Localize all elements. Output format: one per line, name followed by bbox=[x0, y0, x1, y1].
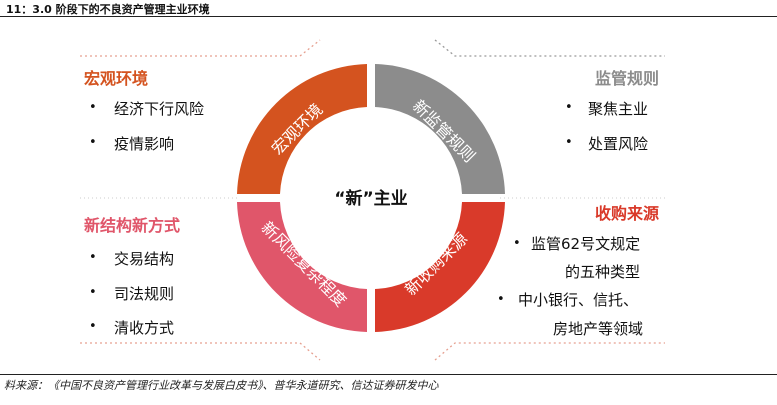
bullet-marker: • bbox=[89, 319, 97, 334]
panel-item: 中小银行、信托、 bbox=[518, 291, 639, 309]
connector-top-right bbox=[434, 39, 665, 57]
connector-bottom-left bbox=[80, 342, 321, 361]
panel-item: 聚焦主业 bbox=[588, 100, 649, 118]
panel-item: 监管62号文规定 bbox=[531, 235, 641, 253]
bullet-marker: • bbox=[89, 250, 97, 265]
segment-acquisition bbox=[375, 202, 505, 332]
panel-title-acquisition: 收购来源 bbox=[594, 204, 659, 223]
figure-title: 11：3.0 阶段下的不良资产管理主业环境 bbox=[6, 3, 210, 16]
bullet-marker: • bbox=[89, 100, 97, 115]
bullet-marker: • bbox=[565, 100, 573, 115]
segment-risk bbox=[237, 202, 367, 332]
panel-title-regulation: 监管规则 bbox=[594, 69, 659, 88]
panel-item: 的五种类型 bbox=[565, 263, 641, 281]
center-label: “新”主业 bbox=[334, 188, 407, 209]
panel-item: 经济下行风险 bbox=[114, 100, 205, 118]
segment-macro bbox=[237, 64, 367, 194]
panel-item: 交易结构 bbox=[114, 250, 175, 268]
panel-title-macro: 宏观环境 bbox=[84, 69, 149, 88]
bullet-marker: • bbox=[565, 135, 573, 150]
panel-title-new-structure: 新结构新方式 bbox=[84, 216, 181, 235]
panel-item: 处置风险 bbox=[588, 135, 649, 153]
bullet-marker: • bbox=[89, 135, 97, 150]
top-rule bbox=[0, 16, 777, 17]
panel-item: 疫情影响 bbox=[114, 135, 175, 153]
connector-bottom-right bbox=[434, 342, 665, 361]
segment-regulation bbox=[375, 64, 505, 194]
bullet-marker: • bbox=[89, 285, 97, 300]
connector-top-left bbox=[80, 39, 321, 57]
panel-item: 房地产等领域 bbox=[553, 320, 644, 338]
bottom-rule bbox=[0, 374, 777, 375]
panel-item: 清收方式 bbox=[114, 319, 175, 337]
source-note: 料来源：《中国不良资产管理行业改革与发展白皮书》、普华永道研究、信达证券研发中心 bbox=[4, 379, 439, 392]
panel-item: 司法规则 bbox=[114, 285, 175, 303]
bullet-marker: • bbox=[497, 292, 505, 307]
bullet-marker: • bbox=[513, 236, 521, 251]
